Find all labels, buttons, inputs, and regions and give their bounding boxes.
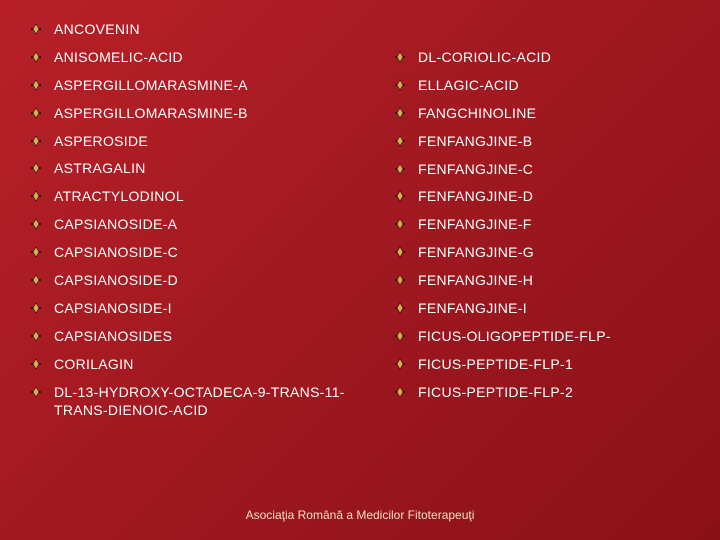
list-item: CORILAGIN <box>30 355 354 374</box>
list-item: ATRACTYLODINOL <box>30 187 354 206</box>
item-text: FENFANGJINE-F <box>418 215 532 234</box>
item-text: ASPERGILLOMARASMINE-A <box>54 76 248 95</box>
item-text: FANGCHINOLINE <box>418 104 536 123</box>
bullet-icon <box>30 51 42 63</box>
bullet-icon <box>30 162 42 174</box>
bullet-icon <box>394 79 406 91</box>
item-text: CAPSIANOSIDE-A <box>54 215 177 234</box>
list-item: ANCOVENIN <box>30 20 354 39</box>
item-text: FENFANGJINE-G <box>418 243 534 262</box>
bullet-icon <box>30 386 42 398</box>
bullet-icon <box>30 246 42 258</box>
item-text: ASPERGILLOMARASMINE-B <box>54 104 248 123</box>
item-text: ANISOMELIC-ACID <box>54 48 183 67</box>
list-item: CAPSIANOSIDE-A <box>30 215 354 234</box>
bullet-icon <box>30 330 42 342</box>
bullet-icon <box>30 135 42 147</box>
list-item: FENFANGJINE-D <box>394 187 611 206</box>
right-column: DL-CORIOLIC-ACID ELLAGIC-ACID FANGCHINOL… <box>394 20 611 429</box>
bullet-icon <box>30 23 42 35</box>
item-text: FICUS-OLIGOPEPTIDE-FLP- <box>418 327 611 346</box>
item-text: FENFANGJINE-D <box>418 187 533 206</box>
list-item: FANGCHINOLINE <box>394 104 611 123</box>
bullet-icon <box>30 302 42 314</box>
list-item: CAPSIANOSIDE-C <box>30 243 354 262</box>
bullet-icon <box>394 107 406 119</box>
bullet-icon <box>30 274 42 286</box>
bullet-icon <box>394 163 406 175</box>
item-text: FICUS-PEPTIDE-FLP-1 <box>418 355 573 374</box>
list-item: CAPSIANOSIDE-D <box>30 271 354 290</box>
list-item: FICUS-OLIGOPEPTIDE-FLP- <box>394 327 611 346</box>
bullet-icon <box>394 386 406 398</box>
item-text: ATRACTYLODINOL <box>54 187 184 206</box>
item-text: FICUS-PEPTIDE-FLP-2 <box>418 383 573 402</box>
bullet-icon <box>394 218 406 230</box>
list-item: FENFANGJINE-B <box>394 132 611 151</box>
list-item: ASPERGILLOMARASMINE-A <box>30 76 354 95</box>
item-text: CORILAGIN <box>54 355 134 374</box>
list-item: FENFANGJINE-C <box>394 160 611 179</box>
item-text: FENFANGJINE-B <box>418 132 532 151</box>
left-column: ANCOVENIN ANISOMELIC-ACID ASPERGILLOMARA… <box>30 20 354 429</box>
item-text: DL-13-HYDROXY-OCTADECA-9-TRANS-11-TRANS-… <box>54 383 354 421</box>
item-text: ANCOVENIN <box>54 20 140 39</box>
bullet-icon <box>394 330 406 342</box>
list-item: ASPERGILLOMARASMINE-B <box>30 104 354 123</box>
bullet-icon <box>394 358 406 370</box>
bullet-icon <box>394 51 406 63</box>
list-item: FENFANGJINE-I <box>394 299 611 318</box>
list-item: CAPSIANOSIDE-I <box>30 299 354 318</box>
list-item: DL-13-HYDROXY-OCTADECA-9-TRANS-11-TRANS-… <box>30 383 354 421</box>
bullet-icon <box>394 190 406 202</box>
item-text: ASTRAGALIN <box>54 159 146 178</box>
list-item: FICUS-PEPTIDE-FLP-1 <box>394 355 611 374</box>
bullet-icon <box>394 302 406 314</box>
list-item: FENFANGJINE-H <box>394 271 611 290</box>
list-item: DL-CORIOLIC-ACID <box>394 48 611 67</box>
list-item: ELLAGIC-ACID <box>394 76 611 95</box>
bullet-icon <box>30 79 42 91</box>
list-item: FICUS-PEPTIDE-FLP-2 <box>394 383 611 402</box>
item-text: ELLAGIC-ACID <box>418 76 519 95</box>
content-area: ANCOVENIN ANISOMELIC-ACID ASPERGILLOMARA… <box>0 0 720 429</box>
list-item: ASPEROSIDE <box>30 132 354 151</box>
bullet-icon <box>394 246 406 258</box>
item-text: CAPSIANOSIDE-I <box>54 299 172 318</box>
footer-text: Asociaţia Română a Medicilor Fitoterapeu… <box>0 508 720 522</box>
list-item: CAPSIANOSIDES <box>30 327 354 346</box>
bullet-icon <box>394 274 406 286</box>
item-text: CAPSIANOSIDES <box>54 327 172 346</box>
bullet-icon <box>30 358 42 370</box>
list-item: ANISOMELIC-ACID <box>30 48 354 67</box>
item-text: DL-CORIOLIC-ACID <box>418 48 551 67</box>
item-text: ASPEROSIDE <box>54 132 148 151</box>
list-item: ASTRAGALIN <box>30 159 354 178</box>
bullet-icon <box>30 218 42 230</box>
bullet-icon <box>30 107 42 119</box>
item-text: CAPSIANOSIDE-D <box>54 271 178 290</box>
bullet-icon <box>30 190 42 202</box>
item-text: CAPSIANOSIDE-C <box>54 243 178 262</box>
item-text: FENFANGJINE-H <box>418 271 533 290</box>
item-text: FENFANGJINE-C <box>418 160 533 179</box>
bullet-icon <box>394 135 406 147</box>
item-text: FENFANGJINE-I <box>418 299 527 318</box>
list-item: FENFANGJINE-G <box>394 243 611 262</box>
list-item: FENFANGJINE-F <box>394 215 611 234</box>
